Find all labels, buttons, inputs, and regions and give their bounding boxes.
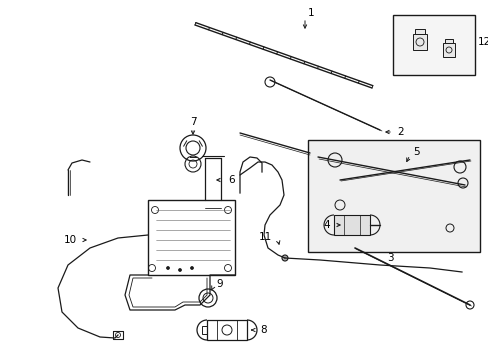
Text: 5: 5 xyxy=(412,147,419,157)
Bar xyxy=(392,15,474,75)
Circle shape xyxy=(178,269,181,271)
Text: 1: 1 xyxy=(307,8,314,18)
Bar xyxy=(206,320,246,340)
Bar xyxy=(148,200,235,275)
Text: 12: 12 xyxy=(477,37,488,47)
Text: 11: 11 xyxy=(258,232,271,242)
Bar xyxy=(412,34,426,50)
Text: 6: 6 xyxy=(227,175,234,185)
Bar xyxy=(414,29,424,34)
Text: 3: 3 xyxy=(386,253,392,263)
Circle shape xyxy=(166,266,169,270)
Bar xyxy=(442,43,454,57)
Text: 4: 4 xyxy=(323,220,329,230)
Text: 7: 7 xyxy=(189,117,196,127)
Bar xyxy=(333,215,369,235)
Circle shape xyxy=(190,266,193,270)
Text: 2: 2 xyxy=(396,127,403,137)
Bar xyxy=(444,39,452,43)
Bar xyxy=(307,140,479,252)
Text: 8: 8 xyxy=(260,325,266,335)
Text: 9: 9 xyxy=(216,279,222,289)
Bar xyxy=(202,326,206,334)
Circle shape xyxy=(282,255,287,261)
Text: 10: 10 xyxy=(64,235,77,245)
